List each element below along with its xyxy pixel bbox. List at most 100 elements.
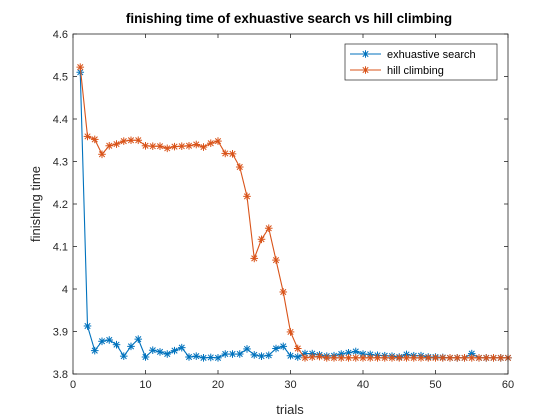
data-point: [366, 354, 375, 362]
data-point: [475, 354, 483, 362]
data-point: [141, 353, 150, 361]
series-1: [76, 68, 512, 362]
x-tick-label: 50: [429, 379, 441, 391]
data-point: [489, 354, 498, 362]
data-point: [228, 150, 237, 158]
x-tick-label: 10: [139, 379, 151, 391]
legend-item-1: exhuastive search: [350, 49, 476, 61]
data-point: [235, 350, 244, 358]
data-point: [257, 352, 266, 360]
data-point: [177, 343, 186, 352]
data-point: [214, 137, 222, 145]
data-point: [417, 354, 425, 362]
legend-swatch-marker: [361, 50, 370, 58]
data-point: [192, 140, 201, 149]
data-point: [279, 342, 288, 351]
x-axis-label: trials: [276, 402, 304, 417]
data-point: [308, 353, 317, 361]
data-point: [257, 235, 266, 244]
legend-swatch-marker: [361, 66, 370, 74]
data-point: [467, 354, 476, 362]
legend-label: hill climbing: [387, 65, 444, 77]
series-layer: [76, 63, 512, 362]
data-point: [279, 288, 288, 296]
data-point: [243, 192, 251, 201]
data-point: [192, 352, 201, 360]
data-point: [424, 354, 433, 362]
legend: exhuastive search hill climbing: [344, 43, 498, 81]
y-tick-label: 3.9: [53, 327, 68, 339]
data-point: [272, 256, 280, 264]
data-point: [185, 141, 193, 150]
data-point: [322, 354, 331, 362]
y-axis-label: finishing time: [28, 166, 43, 242]
data-point: [330, 354, 338, 362]
x-tick-label: 0: [70, 379, 76, 391]
data-point: [170, 142, 179, 151]
data-point: [98, 150, 106, 159]
x-tick-label: 60: [502, 379, 514, 391]
data-point: [264, 351, 273, 360]
data-point: [206, 353, 215, 362]
data-point: [243, 345, 251, 353]
data-point: [119, 352, 128, 360]
y-tick-label: 3.8: [53, 369, 68, 381]
legend-label: exhuastive search: [387, 49, 476, 61]
series-2: [76, 63, 512, 362]
data-point: [119, 137, 128, 145]
y-tick-label: 4.5: [53, 72, 68, 84]
data-point: [156, 142, 164, 150]
data-point: [90, 135, 99, 144]
data-point: [337, 354, 346, 362]
data-point: [105, 336, 114, 344]
data-point: [112, 340, 121, 349]
chart-title: finishing time of exhuastive search vs h…: [126, 11, 452, 26]
data-point: [446, 354, 454, 362]
data-point: [235, 163, 244, 171]
data-point: [438, 354, 447, 362]
data-point: [293, 344, 302, 353]
data-point: [380, 354, 389, 362]
data-point: [286, 328, 295, 336]
data-point: [315, 352, 324, 361]
y-tick-label: 4.2: [53, 199, 68, 211]
data-point: [214, 354, 222, 362]
data-point: [496, 354, 505, 362]
data-point: [199, 354, 208, 362]
data-point: [112, 140, 121, 148]
data-point: [148, 142, 157, 150]
data-point: [83, 322, 92, 330]
data-point: [250, 254, 259, 263]
data-point: [301, 354, 309, 362]
data-point: [134, 335, 143, 343]
data-point: [264, 224, 273, 233]
data-point: [141, 141, 150, 150]
y-tick-label: 4.1: [53, 242, 68, 254]
data-point: [170, 346, 179, 355]
data-point: [76, 63, 85, 71]
x-tick-label: 20: [212, 379, 224, 391]
data-point: [90, 346, 99, 355]
y-tick-label: 4.3: [53, 157, 68, 169]
data-point: [286, 351, 295, 360]
y-tick-label: 4: [62, 284, 68, 296]
data-point: [482, 354, 491, 362]
x-tick-label: 30: [284, 379, 296, 391]
data-point: [409, 354, 418, 362]
data-point: [206, 139, 215, 148]
data-point: [431, 354, 440, 362]
data-point: [163, 350, 172, 358]
data-point: [460, 354, 469, 362]
y-tick-label: 4.4: [53, 114, 68, 126]
data-point: [148, 346, 157, 354]
data-point: [373, 354, 382, 362]
x-tick-label: 40: [357, 379, 369, 391]
data-point: [177, 142, 186, 150]
legend-box: [344, 43, 498, 81]
data-point: [453, 354, 462, 362]
data-point: [185, 353, 193, 361]
data-point: [359, 354, 367, 362]
data-point: [134, 136, 143, 145]
data-point: [402, 354, 411, 362]
